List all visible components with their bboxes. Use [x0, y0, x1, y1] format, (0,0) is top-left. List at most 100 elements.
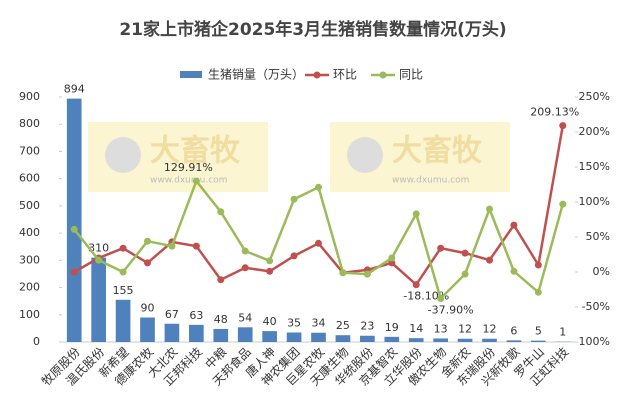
line-marker [241, 247, 249, 255]
line-marker [559, 200, 567, 208]
line-marker [70, 268, 78, 276]
data-label: 63 [189, 309, 203, 322]
y-tick-label: 600 [19, 172, 40, 185]
data-label: 12 [483, 323, 497, 336]
y-tick-label: 800 [19, 117, 40, 130]
bar [115, 299, 131, 342]
line-marker [412, 281, 420, 289]
y-tick-label: 100 [19, 308, 40, 321]
data-label: 34 [312, 317, 326, 330]
line-marker [486, 205, 493, 213]
legend-swatch [313, 71, 321, 79]
legend-label: 生猪销量（万头） [208, 68, 304, 82]
watermark-url: www.dxumu.com [392, 176, 469, 186]
bar [140, 317, 155, 342]
data-label: 209.13% [530, 106, 579, 119]
line-marker [290, 252, 298, 260]
y2-tick-label: 150% [579, 160, 610, 173]
data-label: 25 [336, 319, 350, 332]
bar [506, 340, 522, 342]
bar [262, 331, 277, 342]
line-marker [559, 122, 567, 130]
data-label: 894 [64, 83, 85, 96]
data-label: 54 [238, 311, 252, 324]
data-label: 5 [535, 325, 542, 338]
y-tick-label: 700 [19, 144, 40, 157]
line-marker [437, 244, 445, 252]
data-label: 129.91% [164, 161, 213, 174]
data-label: 23 [360, 320, 374, 333]
bar [237, 327, 253, 342]
data-label: 19 [385, 321, 399, 334]
line-marker [290, 195, 298, 203]
watermark-logo [347, 137, 383, 173]
line-marker [534, 288, 542, 296]
chart-title: 21家上市猪企2025年3月生猪销售数量情况(万头) [119, 19, 506, 40]
y-tick-label: 300 [19, 253, 40, 266]
line-marker [119, 268, 127, 276]
line-marker [70, 225, 78, 233]
line-marker [192, 242, 200, 250]
y-tick-label: 900 [19, 90, 40, 103]
y-tick-label: 200 [19, 281, 40, 294]
watermark-text: 大畜牧 [392, 134, 483, 169]
line-marker [461, 249, 469, 257]
bar [384, 336, 400, 342]
line-marker [241, 264, 249, 272]
data-label: 6 [510, 324, 517, 337]
line-marker [144, 259, 151, 267]
bar [457, 338, 473, 342]
line-marker [315, 183, 322, 191]
bar [311, 332, 326, 342]
line-marker [461, 270, 469, 278]
line-marker [412, 210, 420, 218]
data-label: 67 [165, 308, 179, 321]
line-marker [217, 208, 225, 216]
y-tick-label: 400 [19, 226, 40, 239]
data-label: 310 [88, 242, 109, 255]
bar [335, 335, 351, 342]
watermark-logo [105, 137, 141, 173]
line-marker [339, 269, 347, 277]
y2-tick-label: 50% [586, 230, 610, 243]
line-marker [95, 256, 103, 264]
line-marker [192, 177, 200, 185]
y-tick-label: 500 [19, 199, 40, 212]
line-marker [217, 276, 225, 284]
bar [286, 332, 302, 342]
data-label: 14 [409, 322, 423, 335]
data-label: 1 [559, 326, 566, 339]
y2-tick-label: 250% [579, 90, 610, 103]
bar [482, 338, 497, 342]
y-tick-label: 0 [33, 335, 40, 348]
watermark-url: www.dxumu.com [150, 176, 227, 186]
y2-tick-label: 100% [579, 195, 610, 208]
line-marker [388, 259, 396, 267]
data-label: 12 [458, 323, 472, 336]
line-marker [388, 254, 396, 262]
data-label: -37.90% [428, 304, 474, 317]
bar [213, 328, 229, 342]
line-marker [266, 257, 274, 265]
line-marker [315, 239, 322, 247]
bar [360, 335, 375, 342]
bar [531, 340, 546, 342]
data-label: 90 [141, 302, 155, 315]
y2-tick-label: 0% [593, 265, 610, 278]
legend-swatch [180, 71, 202, 78]
data-label: 13 [434, 322, 448, 335]
bar [408, 338, 424, 342]
watermark-text: 大畜牧 [150, 134, 241, 169]
y2-tick-label: -100% [575, 335, 610, 348]
line-marker [437, 295, 445, 303]
legend-swatch [379, 71, 387, 79]
line-marker [168, 242, 176, 250]
data-label: 48 [214, 313, 228, 326]
bar [189, 324, 204, 342]
bar [164, 323, 180, 342]
line-marker [363, 270, 371, 278]
line-marker [119, 244, 127, 252]
line-marker [510, 221, 518, 229]
bar [433, 338, 448, 342]
